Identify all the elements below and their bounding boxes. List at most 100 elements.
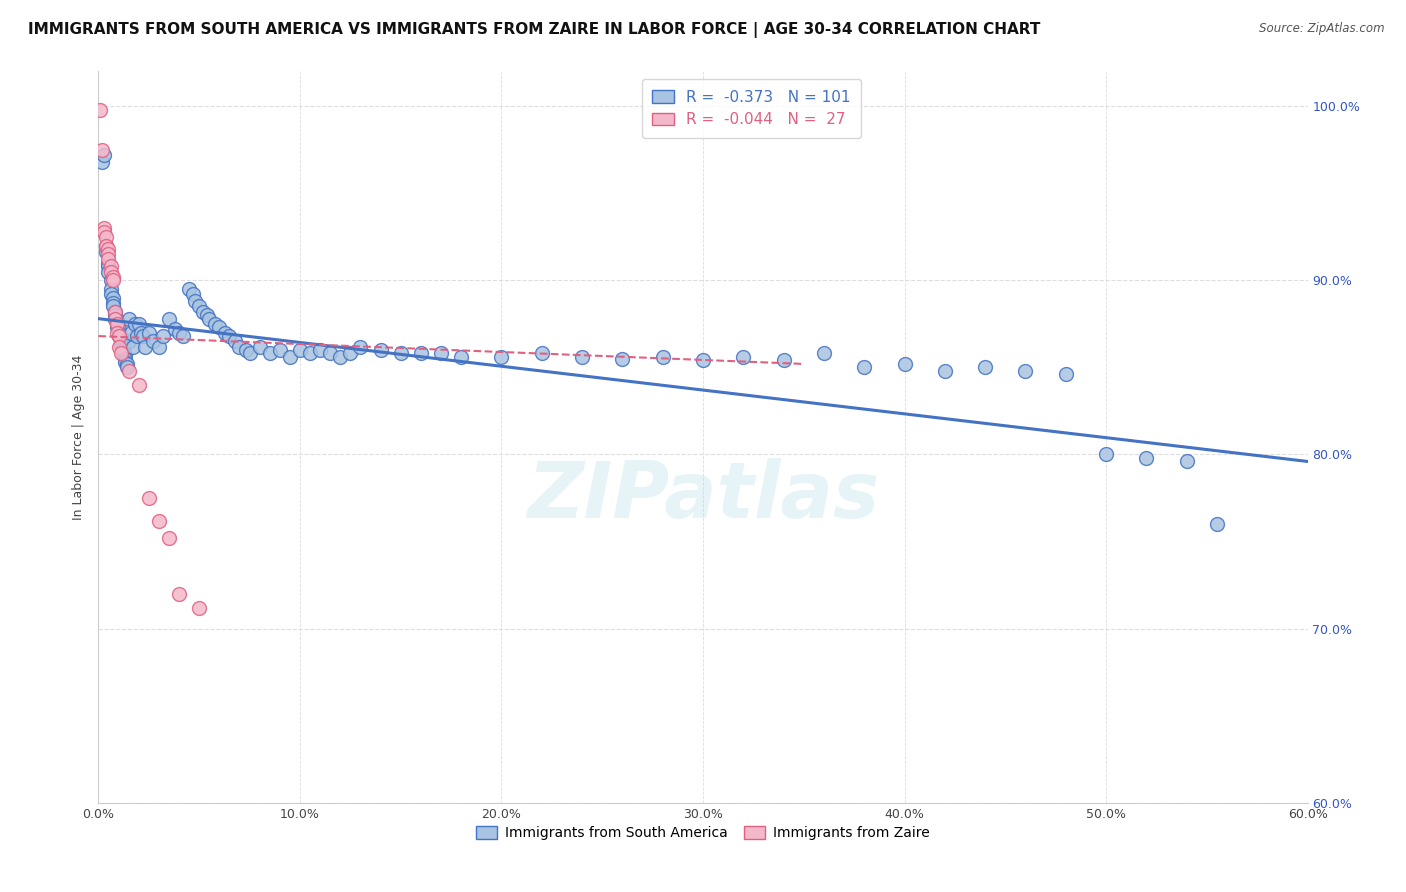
Point	[218, 329, 240, 343]
Point	[299, 346, 322, 360]
Point	[934, 364, 956, 378]
Point	[121, 339, 143, 353]
Point	[430, 346, 453, 360]
Point	[105, 326, 128, 340]
Point	[349, 339, 371, 353]
Point	[114, 348, 136, 362]
Point	[1054, 368, 1077, 382]
Point	[319, 346, 342, 360]
Point	[89, 103, 111, 117]
Point	[103, 304, 125, 318]
Point	[110, 331, 132, 345]
Point	[120, 326, 142, 340]
Point	[118, 311, 141, 326]
Point	[97, 247, 120, 261]
Point	[733, 350, 755, 364]
Point	[288, 343, 311, 357]
Point	[249, 339, 271, 353]
Point	[148, 339, 170, 353]
Point	[114, 351, 136, 366]
Point	[172, 329, 194, 343]
Point	[1095, 448, 1118, 462]
Point	[193, 304, 215, 318]
Point	[101, 291, 124, 305]
Point	[138, 326, 160, 340]
Point	[101, 269, 124, 284]
Text: IMMIGRANTS FROM SOUTH AMERICA VS IMMIGRANTS FROM ZAIRE IN LABOR FORCE | AGE 30-3: IMMIGRANTS FROM SOUTH AMERICA VS IMMIGRA…	[28, 22, 1040, 38]
Point	[138, 491, 160, 505]
Point	[97, 242, 120, 256]
Point	[181, 287, 204, 301]
Point	[491, 350, 513, 364]
Point	[100, 265, 122, 279]
Point	[96, 238, 118, 252]
Point	[195, 308, 218, 322]
Point	[208, 320, 231, 334]
Point	[157, 311, 180, 326]
Point	[152, 329, 174, 343]
Point	[103, 311, 125, 326]
Point	[612, 351, 634, 366]
Point	[163, 322, 186, 336]
Point	[134, 339, 156, 353]
Text: ZIPatlas: ZIPatlas	[527, 458, 879, 533]
Point	[235, 343, 257, 357]
Point	[772, 353, 794, 368]
Point	[214, 326, 236, 340]
Point	[188, 300, 211, 314]
Point	[100, 260, 122, 274]
Point	[105, 313, 128, 327]
Point	[1135, 450, 1157, 465]
Point	[105, 317, 128, 331]
Text: Source: ZipAtlas.com: Source: ZipAtlas.com	[1260, 22, 1385, 36]
Point	[110, 346, 132, 360]
Point	[97, 265, 120, 279]
Point	[97, 260, 120, 274]
Point	[184, 294, 207, 309]
Point	[91, 143, 114, 157]
Point	[96, 245, 118, 260]
Point	[853, 360, 876, 375]
Point	[278, 350, 301, 364]
Point	[198, 311, 221, 326]
Point	[91, 155, 114, 169]
Point	[132, 329, 155, 343]
Point	[124, 317, 146, 331]
Point	[107, 322, 129, 336]
Point	[97, 252, 120, 267]
Point	[114, 355, 136, 369]
Point	[167, 326, 190, 340]
Point	[115, 357, 138, 371]
Point	[157, 531, 180, 545]
Point	[97, 256, 120, 270]
Point	[128, 317, 150, 331]
Point	[692, 353, 714, 368]
Point	[148, 514, 170, 528]
Point	[893, 357, 915, 371]
Point	[204, 317, 226, 331]
Point	[167, 587, 190, 601]
Point	[96, 238, 118, 252]
Point	[974, 360, 997, 375]
Point	[188, 600, 211, 615]
Point	[129, 326, 152, 340]
Point	[107, 329, 129, 343]
Point	[1175, 454, 1198, 468]
Point	[100, 282, 122, 296]
Point	[128, 377, 150, 392]
Point	[115, 360, 138, 375]
Point	[409, 346, 432, 360]
Point	[309, 343, 332, 357]
Point	[110, 334, 132, 349]
Point	[530, 346, 553, 360]
Point	[100, 273, 122, 287]
Point	[224, 334, 246, 349]
Point	[179, 282, 201, 296]
Point	[105, 320, 128, 334]
Point	[813, 346, 835, 360]
Point	[107, 339, 129, 353]
Point	[1206, 517, 1229, 532]
Point	[339, 346, 361, 360]
Point	[103, 311, 125, 326]
Point	[101, 300, 124, 314]
